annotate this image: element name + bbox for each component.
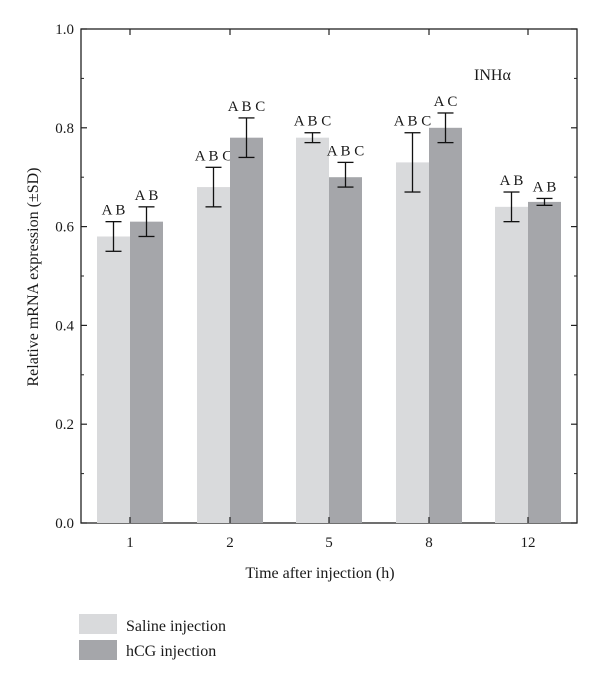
y-tick-label: 0.4 bbox=[55, 318, 74, 334]
y-axis-label: Relative mRNA expression (±SD) bbox=[25, 168, 42, 387]
x-tick-label: 8 bbox=[425, 535, 433, 551]
legend-swatch-saline bbox=[79, 614, 117, 634]
significance-label: A B bbox=[533, 179, 557, 195]
bar-hcg bbox=[230, 137, 263, 523]
significance-label: A B bbox=[500, 173, 524, 189]
x-axis-label: Time after injection (h) bbox=[245, 565, 394, 582]
x-tick-label: 2 bbox=[226, 535, 234, 551]
panel-label: INHα bbox=[474, 67, 511, 84]
y-tick-label: 0.8 bbox=[55, 121, 74, 137]
significance-label: A B C bbox=[294, 114, 332, 130]
x-tick-label: 12 bbox=[521, 535, 536, 551]
x-tick-label: 1 bbox=[126, 535, 134, 551]
significance-label: A B C bbox=[327, 143, 365, 159]
bar-saline bbox=[197, 187, 230, 523]
significance-label: A B bbox=[102, 203, 126, 219]
bar-saline bbox=[495, 206, 528, 523]
y-tick-label: 0.0 bbox=[55, 516, 74, 532]
legend-label-saline: Saline injection bbox=[126, 618, 226, 635]
y-tick-label: 1.0 bbox=[55, 22, 74, 38]
bar-hcg bbox=[429, 127, 462, 524]
legend: Saline injection hCG injection bbox=[79, 614, 226, 660]
significance-label: A C bbox=[434, 94, 458, 110]
bar-hcg bbox=[528, 201, 561, 523]
y-tick-label: 0.2 bbox=[55, 417, 74, 433]
bar-saline bbox=[396, 162, 429, 523]
significance-label: A B C bbox=[228, 99, 266, 115]
bar-saline bbox=[97, 236, 130, 524]
bar-hcg bbox=[329, 177, 362, 523]
legend-swatch-hcg bbox=[79, 640, 117, 660]
significance-label: A B C bbox=[195, 148, 233, 164]
legend-label-hcg: hCG injection bbox=[126, 643, 216, 660]
y-tick-label: 0.6 bbox=[55, 220, 74, 236]
bar-saline bbox=[296, 137, 329, 523]
significance-label: A B C bbox=[394, 114, 432, 130]
bar-hcg bbox=[130, 221, 163, 523]
significance-label: A B bbox=[135, 188, 159, 204]
x-tick-label: 5 bbox=[325, 535, 333, 551]
